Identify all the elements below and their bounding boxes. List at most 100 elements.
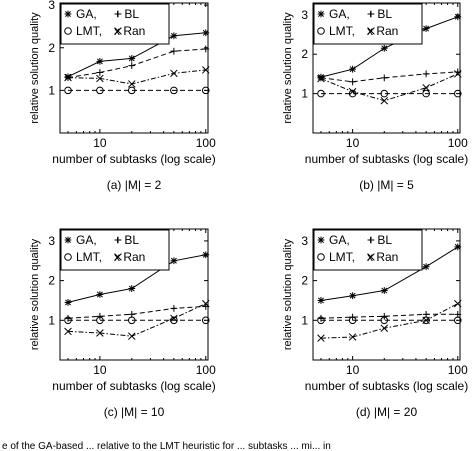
- data-point-ran: [202, 299, 210, 308]
- data-point-lmt: [64, 316, 72, 325]
- x-tick-label: 10: [93, 363, 107, 377]
- data-point-ga: [454, 243, 462, 251]
- y-tick-label: 2: [301, 274, 308, 288]
- data-point-ran: [128, 80, 136, 88]
- data-point-lmt: [96, 316, 104, 325]
- legend-label: x Ran: [367, 24, 398, 38]
- data-point-lmt: [317, 89, 325, 98]
- y-tick-label: 1: [48, 83, 55, 97]
- legend-label: + BL: [114, 233, 139, 247]
- x-axis-label: number of subtasks (log scale): [52, 379, 215, 393]
- data-point-ga: [317, 297, 325, 304]
- legend-marker-ran: [114, 253, 122, 261]
- legend-label: GA,: [329, 233, 350, 247]
- data-point-lmt: [348, 316, 357, 325]
- data-point-ran: [380, 324, 389, 332]
- data-point-ga: [202, 29, 210, 37]
- y-tick-label: 3: [301, 234, 308, 248]
- data-point-ran: [96, 74, 104, 83]
- legend-marker-lmt: [64, 253, 72, 261]
- legend-label: + BL: [114, 7, 139, 21]
- legend-label: x Ran: [114, 24, 145, 38]
- data-point-ran: [422, 83, 430, 92]
- legend-label: LMT,: [76, 24, 102, 38]
- y-tick-label: 3: [301, 8, 308, 22]
- x-tick-label: 10: [346, 363, 360, 377]
- data-point-ga: [349, 65, 357, 73]
- legend-label: GA,: [76, 7, 97, 21]
- data-point-ga: [96, 291, 104, 298]
- y-tick-label: 2: [301, 47, 308, 61]
- plot-frame: [312, 228, 461, 361]
- x-tick-label: 100: [448, 136, 468, 150]
- legend-box: [313, 3, 423, 45]
- footer-text: e of the GA-based ... relative to the LM…: [2, 441, 331, 451]
- legend-label: LMT,: [329, 24, 355, 38]
- data-point-ga: [170, 257, 178, 265]
- data-point-lmt: [96, 86, 104, 95]
- data-point-ga: [380, 44, 388, 52]
- legend: GA, + BL LMT, x Ran: [313, 229, 423, 271]
- data-point-ran: [422, 316, 430, 325]
- legend-label: LMT,: [329, 250, 355, 264]
- series-line-ran: [320, 303, 459, 339]
- data-point-ga: [202, 251, 210, 259]
- data-point-lmt: [127, 86, 136, 95]
- legend-marker-bl: [367, 236, 375, 244]
- data-point-ran: [128, 332, 136, 340]
- y-axis-label: relative solution quality: [282, 238, 294, 350]
- data-point-ga: [170, 32, 178, 40]
- data-point-bl: [202, 45, 210, 53]
- data-point-bl: [128, 62, 136, 70]
- data-point-ga: [422, 25, 430, 33]
- data-point-ran: [348, 87, 357, 96]
- data-point-ga: [380, 287, 388, 294]
- data-point-lmt: [201, 86, 210, 95]
- data-point-ran: [64, 327, 72, 336]
- data-point-bl: [170, 304, 178, 312]
- data-point-bl: [422, 70, 430, 78]
- legend-marker-lmt: [317, 27, 325, 35]
- legend-box: [60, 3, 170, 45]
- legend: GA, + BL LMT, x Ran: [313, 3, 423, 45]
- legend-box: [60, 229, 170, 271]
- plot-frame: [312, 2, 461, 134]
- legend-marker-ran: [367, 253, 375, 261]
- data-point-lmt: [422, 89, 430, 98]
- legend-label: x Ran: [114, 250, 145, 264]
- data-point-bl: [317, 74, 325, 82]
- x-tick-label: 100: [196, 136, 216, 150]
- legend-label: GA,: [329, 7, 350, 21]
- chart-panel-4: 1 2 3 10 100 number of subtasks (log scale) re…: [282, 228, 468, 419]
- y-axis-label: relative solution quality: [29, 238, 41, 350]
- chart-panel-2: 1 2 3 10 100 number of subtasks (log scale) re…: [282, 2, 468, 192]
- panel-caption: (b) |M| = 5: [359, 178, 414, 192]
- legend-marker-ran: [367, 27, 375, 35]
- data-point-ran: [170, 314, 178, 323]
- data-point-lmt: [453, 316, 462, 325]
- legend: GA, + BL LMT, x Ran: [60, 229, 170, 271]
- data-point-ran: [96, 329, 104, 337]
- series-line-ran: [67, 69, 206, 85]
- series-line-bl: [67, 48, 206, 79]
- data-point-ga: [64, 299, 72, 306]
- panel-caption: (a) |M| = 2: [107, 178, 162, 192]
- data-point-lmt: [127, 316, 136, 325]
- x-axis-label: number of subtasks (log scale): [305, 152, 468, 166]
- data-point-lmt: [453, 89, 462, 98]
- data-point-lmt: [348, 89, 357, 98]
- data-point-lmt: [170, 316, 178, 325]
- x-axis-label: number of subtasks (log scale): [52, 152, 215, 166]
- y-tick-label: 3: [48, 234, 55, 248]
- data-point-ga: [96, 57, 104, 65]
- chart-panel-3: 1 2 3 10 100 number of subtasks (log scale) re…: [29, 228, 216, 419]
- series-line-bl: [320, 71, 458, 83]
- legend-marker-lmt: [64, 27, 72, 35]
- legend-marker-bl: [367, 10, 375, 18]
- chart-panel-1: 1 2 3 10 100 number of subtasks (log scale) re…: [29, 0, 216, 192]
- y-tick-label: 2: [48, 41, 55, 55]
- series-line-ran: [320, 73, 458, 102]
- legend-label: x Ran: [367, 250, 398, 264]
- data-point-ran: [454, 70, 462, 78]
- legend-marker-ga: [317, 10, 325, 18]
